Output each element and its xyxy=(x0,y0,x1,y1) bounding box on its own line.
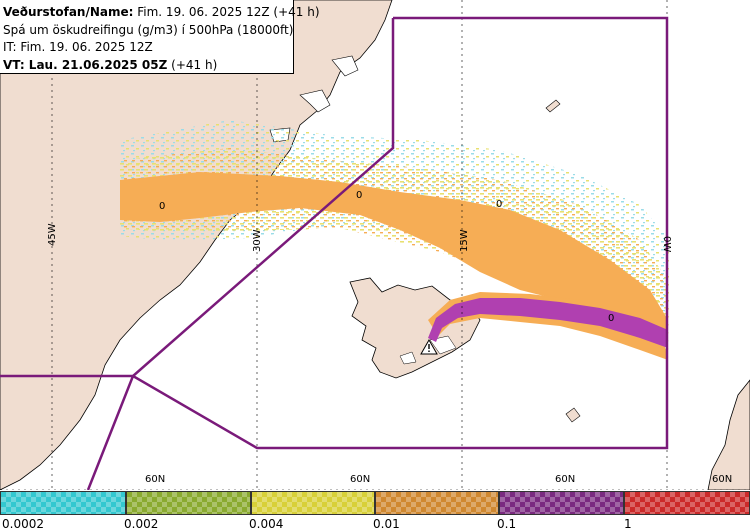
it-line: IT: Fim. 19. 06. 2025 12Z xyxy=(3,40,153,54)
lon-label-30w: 30W xyxy=(252,229,263,252)
legend-bar-3 xyxy=(251,491,375,515)
ash-plume-purple xyxy=(428,298,668,348)
legend-bar-6 xyxy=(624,491,750,515)
legend-bar-5 xyxy=(499,491,624,515)
legend-bar-2 xyxy=(126,491,251,515)
legend-tick-1: 0.0002 xyxy=(2,517,44,531)
contour-label-2: 0 xyxy=(356,190,362,201)
lat-label-4: 60N xyxy=(712,474,732,485)
contour-label-1: 0 xyxy=(159,201,165,212)
vt-line: VT: Lau. 21.06.2025 05Z (+41 h) xyxy=(3,57,293,75)
iceland-glacier xyxy=(399,335,457,365)
concentration-legend: 0.0002 0.002 0.004 0.01 0.1 1 xyxy=(0,490,750,532)
header-name-line: Veðurstofan/Name: Fim. 19. 06. 2025 12Z … xyxy=(3,4,320,22)
lon-label-0w: 0W xyxy=(661,236,672,252)
scandinavia-land xyxy=(707,379,750,490)
legend-tick-6: 1 xyxy=(624,517,632,531)
warning-triangle-icon xyxy=(420,338,438,355)
fir-boundary xyxy=(0,16,669,490)
jan-mayen xyxy=(545,99,561,113)
lat-label-2: 60N xyxy=(350,474,370,485)
name-value: Fim. 19. 06. 2025 12Z (+41 h) xyxy=(133,5,320,19)
legend-bar-1 xyxy=(0,491,126,515)
lon-label-45w: 45W xyxy=(47,223,58,246)
lat-label-1: 60N xyxy=(145,474,165,485)
contour-label-4: 0 xyxy=(608,313,614,324)
vt-label: VT: xyxy=(3,57,25,72)
lat-label-3: 60N xyxy=(555,474,575,485)
forecast-info-box: Veðurstofan/Name: Fim. 19. 06. 2025 12Z … xyxy=(0,0,320,75)
legend-tick-2: 0.002 xyxy=(124,517,159,531)
forecast-line: Spá um öskudreifingu (g/m3) í 500hPa (18… xyxy=(3,22,294,37)
lon-label-15w: 15W xyxy=(459,229,470,252)
legend-tick-3: 0.004 xyxy=(249,517,284,531)
vt-value: Lau. 21.06.2025 05Z xyxy=(24,57,168,72)
vt-suffix: (+41 h) xyxy=(167,57,218,72)
ash-plume-orange xyxy=(120,172,668,345)
legend-tick-5: 0.1 xyxy=(497,517,517,531)
legend-tick-4: 0.01 xyxy=(373,517,400,531)
legend-bar-4 xyxy=(375,491,499,515)
contour-label-3: 0 xyxy=(496,199,502,210)
faroe-islands xyxy=(565,407,581,423)
ash-dispersion-map: 45W 30W 15W 0W 60N 60N 60N 60N 0 0 0 0 xyxy=(0,0,750,490)
name-label: Veðurstofan/Name: xyxy=(3,5,134,19)
